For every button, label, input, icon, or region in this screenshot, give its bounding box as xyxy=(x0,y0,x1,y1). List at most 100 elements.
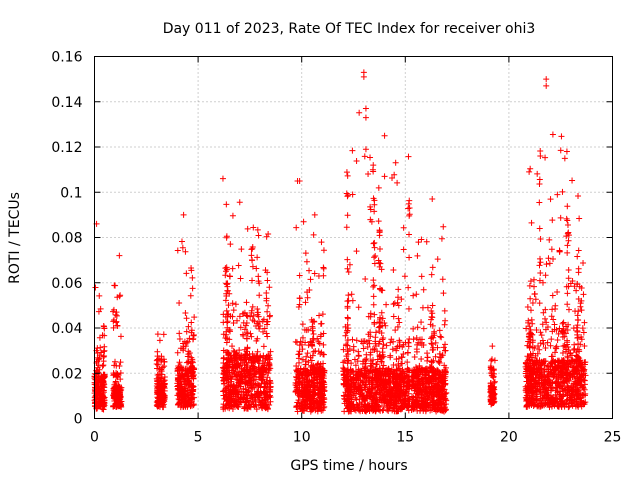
data-point xyxy=(340,346,347,353)
data-point xyxy=(526,330,533,337)
data-point xyxy=(223,349,230,356)
data-point xyxy=(541,381,548,388)
data-point xyxy=(220,360,227,367)
data-point xyxy=(224,376,231,383)
data-point xyxy=(264,374,271,381)
data-point xyxy=(376,374,383,381)
data-point xyxy=(560,391,567,398)
data-point xyxy=(441,307,448,314)
data-point xyxy=(267,394,274,401)
data-point xyxy=(242,351,249,358)
data-point xyxy=(189,285,196,292)
data-point xyxy=(547,366,554,373)
data-point xyxy=(240,385,247,392)
data-point xyxy=(375,371,382,378)
data-point xyxy=(542,306,549,313)
data-point xyxy=(161,387,168,394)
data-point xyxy=(309,363,316,370)
data-point xyxy=(376,245,383,252)
data-point xyxy=(356,109,363,116)
data-point xyxy=(375,184,382,191)
data-point xyxy=(362,408,369,415)
data-point xyxy=(161,373,168,380)
data-point xyxy=(256,318,263,325)
data-point xyxy=(525,319,532,326)
data-point xyxy=(573,324,580,331)
data-point xyxy=(367,203,374,210)
data-point xyxy=(232,301,239,308)
data-point xyxy=(394,179,401,186)
data-point xyxy=(183,328,190,335)
data-point xyxy=(370,293,377,300)
data-point xyxy=(296,348,303,355)
data-point xyxy=(101,397,108,404)
data-point xyxy=(420,395,427,402)
data-point xyxy=(310,348,317,355)
data-point xyxy=(565,347,572,354)
data-point xyxy=(429,264,436,271)
data-point xyxy=(156,337,163,344)
data-point xyxy=(549,131,556,138)
data-point xyxy=(526,402,533,409)
data-point xyxy=(578,373,585,380)
data-point xyxy=(564,217,571,224)
data-point xyxy=(161,358,168,365)
data-point xyxy=(553,343,560,350)
data-point xyxy=(223,290,230,297)
x-tick-label: 20 xyxy=(500,430,518,446)
data-point xyxy=(573,381,580,388)
data-point xyxy=(233,397,240,404)
data-point xyxy=(560,380,567,387)
data-point xyxy=(294,408,301,415)
data-point xyxy=(428,307,435,314)
data-point xyxy=(243,391,250,398)
data-point xyxy=(362,114,369,121)
data-point xyxy=(564,391,571,398)
data-point xyxy=(299,321,306,328)
y-axis-label: ROTI / TECUs xyxy=(7,192,23,284)
data-point xyxy=(175,401,182,408)
y-tick-label: 0 xyxy=(74,412,83,428)
data-point xyxy=(113,372,120,379)
data-point xyxy=(254,335,261,342)
data-point xyxy=(433,380,440,387)
data-point xyxy=(223,264,230,271)
data-point xyxy=(534,379,541,386)
data-point xyxy=(365,170,372,177)
data-point xyxy=(567,360,574,367)
data-point xyxy=(527,295,534,302)
data-point xyxy=(176,300,183,307)
data-point xyxy=(183,401,190,408)
data-point xyxy=(310,384,317,391)
data-point xyxy=(552,387,559,394)
data-point xyxy=(390,313,397,320)
data-point xyxy=(367,154,374,161)
data-point xyxy=(532,383,539,390)
data-point xyxy=(441,404,448,411)
data-point xyxy=(263,318,270,325)
data-point xyxy=(419,377,426,384)
data-point xyxy=(542,345,549,352)
data-point xyxy=(230,319,237,326)
data-point xyxy=(540,309,547,316)
data-point xyxy=(376,259,383,266)
data-point xyxy=(255,369,262,376)
data-point xyxy=(531,291,538,298)
data-point xyxy=(226,391,233,398)
data-point xyxy=(363,351,370,358)
data-point xyxy=(564,301,571,308)
data-point xyxy=(377,397,384,404)
data-point xyxy=(488,369,495,376)
data-point xyxy=(267,312,273,319)
data-point xyxy=(155,361,162,368)
data-point xyxy=(295,304,302,311)
data-point xyxy=(554,191,561,198)
data-point xyxy=(254,254,261,261)
data-point xyxy=(229,403,236,410)
data-point xyxy=(183,371,190,378)
data-point xyxy=(160,331,167,338)
data-point xyxy=(535,342,542,349)
y-tick-label: 0.14 xyxy=(51,95,82,111)
data-point xyxy=(564,242,571,249)
data-point xyxy=(249,277,256,284)
